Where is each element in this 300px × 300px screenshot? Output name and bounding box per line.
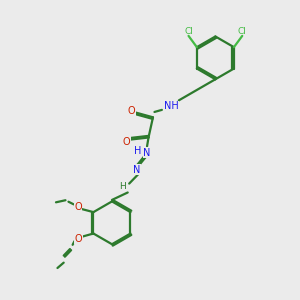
- Text: N: N: [143, 148, 151, 158]
- Text: O: O: [74, 202, 82, 212]
- Text: O: O: [128, 106, 135, 116]
- Text: NH: NH: [164, 101, 179, 111]
- Text: Cl: Cl: [184, 27, 193, 36]
- Text: H: H: [134, 146, 142, 156]
- Text: H: H: [119, 182, 126, 191]
- Text: N: N: [133, 165, 140, 175]
- Text: O: O: [122, 137, 130, 147]
- Text: Cl: Cl: [238, 27, 247, 36]
- Text: O: O: [75, 234, 83, 244]
